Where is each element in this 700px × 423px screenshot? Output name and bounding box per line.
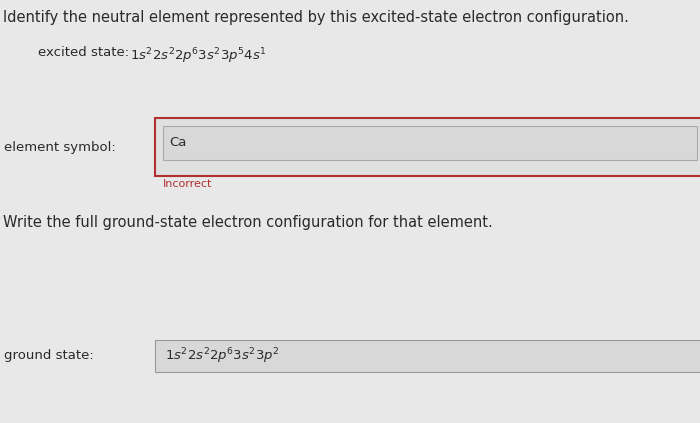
Bar xyxy=(155,340,700,372)
Text: ground state:: ground state: xyxy=(4,349,94,363)
Text: Ca: Ca xyxy=(169,137,186,149)
Text: element symbol:: element symbol: xyxy=(4,140,116,154)
Text: Write the full ground-state electron configuration for that element.: Write the full ground-state electron con… xyxy=(3,215,493,230)
Text: $1s^{2}2s^{2}2p^{6}3s^{2}3p^{5}4s^{1}$: $1s^{2}2s^{2}2p^{6}3s^{2}3p^{5}4s^{1}$ xyxy=(130,46,267,66)
Bar xyxy=(163,126,697,160)
Text: excited state:: excited state: xyxy=(38,46,129,59)
Text: Incorrect: Incorrect xyxy=(163,179,212,189)
Text: Identify the neutral element represented by this excited-state electron configur: Identify the neutral element represented… xyxy=(3,10,629,25)
Bar xyxy=(155,118,700,176)
Text: $1s^{2}2s^{2}2p^{6}3s^{2}3p^{2}$: $1s^{2}2s^{2}2p^{6}3s^{2}3p^{2}$ xyxy=(165,346,279,366)
